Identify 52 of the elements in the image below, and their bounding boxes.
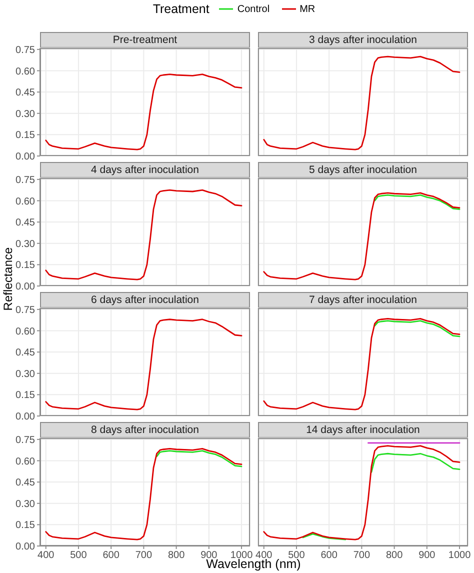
line-series [45, 74, 242, 150]
y-tick-label: 0.00 [16, 412, 36, 423]
chart-title: 3 days after inoculation [258, 32, 468, 48]
y-tick-label: 0.75 [16, 434, 36, 446]
legend-title: Treatment [152, 2, 210, 16]
y-tick-label: 0.15 [16, 390, 36, 402]
y-tick-label: 0.45 [16, 348, 36, 359]
legend-label: MR [300, 4, 316, 14]
y-tick-label: 0.75 [16, 304, 36, 316]
chart-title: Pre-treatment [40, 32, 250, 48]
y-tick-label: 0.30 [16, 368, 36, 380]
x-tick-label: 800 [168, 550, 186, 562]
x-axis-title: Wavelength (nm) [206, 557, 301, 571]
x-tick-label: 1000 [448, 550, 472, 562]
line-series [45, 189, 242, 280]
y-tick-label: 0.30 [16, 238, 36, 250]
legend-label: Control [237, 4, 270, 14]
y-tick-label: 0.15 [16, 520, 36, 532]
y-tick-label: 0.45 [16, 88, 36, 99]
y-tick-label: 0.45 [16, 218, 36, 229]
y-tick-label: 0.00 [16, 152, 36, 163]
y-tick-label: 0.60 [16, 326, 36, 338]
chart-title: 6 days after inoculation [40, 292, 250, 308]
x-tick-label: 700 [353, 550, 370, 562]
x-tick-label: 600 [320, 550, 338, 562]
x-tick-label: 700 [135, 550, 152, 562]
x-tick-label: 400 [38, 550, 55, 562]
y-tick-label: 0.45 [16, 478, 36, 489]
y-tick-label: 0.30 [16, 498, 36, 510]
line-series [45, 318, 242, 410]
y-tick-label: 0.30 [16, 108, 36, 120]
chart-title: 5 days after inoculation [258, 162, 468, 178]
y-tick-label: 0.60 [16, 66, 36, 78]
x-tick-label: 900 [418, 550, 436, 562]
y-axis-title: Reflectance [1, 246, 15, 313]
line-series [45, 448, 242, 540]
chart-title: 14 days after inoculation [258, 422, 468, 438]
y-tick-label: 0.60 [16, 196, 36, 208]
y-tick-label: 0.75 [16, 174, 36, 186]
y-tick-label: 0.00 [16, 282, 36, 293]
y-tick-label: 0.75 [16, 44, 36, 56]
chart-title: 7 days after inoculation [258, 292, 468, 308]
x-tick-label: 600 [102, 550, 120, 562]
y-tick-label: 0.15 [16, 260, 36, 272]
y-tick-label: 0.15 [16, 130, 36, 142]
x-tick-label: 500 [70, 550, 88, 562]
line-series [156, 450, 242, 468]
chart-title: 8 days after inoculation [40, 422, 250, 438]
chart-title: 4 days after inoculation [40, 162, 250, 178]
y-tick-label: 0.00 [16, 542, 36, 553]
x-tick-label: 800 [386, 550, 404, 562]
y-tick-label: 0.60 [16, 456, 36, 468]
